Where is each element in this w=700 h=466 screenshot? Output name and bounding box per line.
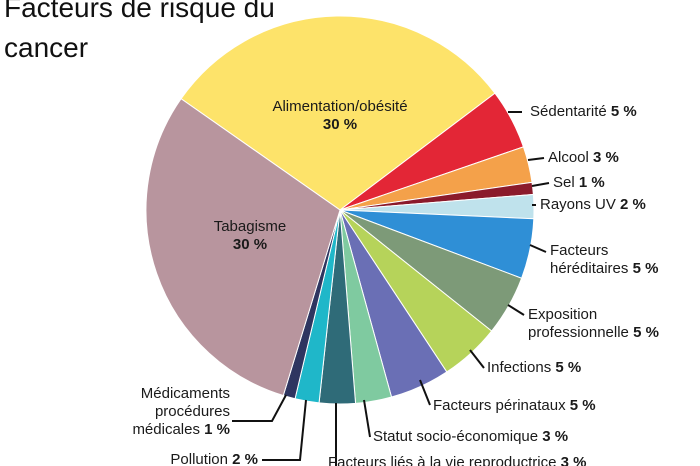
slice-label: Médicaments procédures médicales 1 % bbox=[110, 385, 230, 439]
slice-label: Facteurs périnataux 5 % bbox=[433, 397, 633, 415]
slice-label: Sel 1 % bbox=[553, 174, 653, 192]
category-label: Facteurs liés à la vie reproductrice bbox=[328, 454, 557, 466]
pie-slice bbox=[180, 15, 496, 211]
category-label: Facteurs périnataux bbox=[433, 397, 566, 414]
value-label: 5 % bbox=[569, 397, 596, 414]
category-label: Statut socio-économique bbox=[373, 428, 539, 445]
leader-line bbox=[531, 182, 550, 187]
slice-label: Tabagisme 30 % bbox=[180, 218, 320, 254]
chart-title: Facteurs de risque du cancer bbox=[4, 0, 275, 63]
value-label: 1 % bbox=[578, 174, 605, 191]
category-label: Exposition professionnelle bbox=[528, 306, 629, 341]
value-label: 2 % bbox=[620, 196, 646, 213]
slice-label: Alimentation/obésité 30 % bbox=[260, 98, 420, 134]
leader-line bbox=[363, 399, 371, 438]
slice-label: Facteurs liés à la vie reproductrice 3 % bbox=[328, 454, 648, 466]
category-label: Tabagisme bbox=[213, 218, 287, 235]
slice-label: Exposition professionnelle 5 % bbox=[528, 306, 688, 342]
leader-line bbox=[469, 349, 485, 369]
slice-label: Rayons UV 2 % bbox=[540, 196, 690, 214]
value-label: 3 % bbox=[560, 454, 587, 466]
slice-label: Alcool 3 % bbox=[548, 149, 648, 167]
leader-line bbox=[507, 304, 525, 316]
category-label: Pollution bbox=[170, 451, 228, 466]
value-label: 5 % bbox=[632, 260, 659, 277]
category-label: Rayons UV bbox=[540, 196, 616, 213]
leader-line bbox=[419, 379, 431, 406]
category-label: Infections bbox=[487, 359, 552, 376]
value-label: 2 % bbox=[232, 451, 258, 466]
value-label: 30 % bbox=[232, 236, 268, 253]
leader-line bbox=[529, 244, 547, 253]
slice-label: Sédentarité 5 % bbox=[530, 103, 670, 121]
leader-line bbox=[527, 157, 545, 161]
value-label: 5 % bbox=[555, 359, 582, 376]
value-label: 3 % bbox=[593, 149, 619, 166]
leader-line bbox=[262, 399, 307, 461]
category-label: Alcool bbox=[548, 149, 589, 166]
slice-label: Pollution 2 % bbox=[130, 451, 258, 466]
value-label: 1 % bbox=[204, 421, 230, 438]
slice-label: Statut socio-économique 3 % bbox=[373, 428, 613, 446]
slice-label: Facteurs héréditaires 5 % bbox=[550, 242, 680, 278]
value-label: 5 % bbox=[610, 103, 637, 120]
pie-slice bbox=[145, 98, 341, 397]
category-label: Alimentation/obésité bbox=[272, 98, 408, 115]
category-label: Facteurs héréditaires bbox=[550, 242, 629, 277]
category-label: Sel bbox=[553, 174, 575, 191]
category-label: Sédentarité bbox=[530, 103, 607, 120]
leader-line bbox=[232, 394, 287, 422]
slice-label: Infections 5 % bbox=[487, 359, 607, 377]
category-label: Médicaments procédures médicales bbox=[132, 385, 230, 438]
value-label: 3 % bbox=[542, 428, 569, 445]
value-label: 30 % bbox=[322, 116, 358, 133]
value-label: 5 % bbox=[633, 324, 659, 341]
